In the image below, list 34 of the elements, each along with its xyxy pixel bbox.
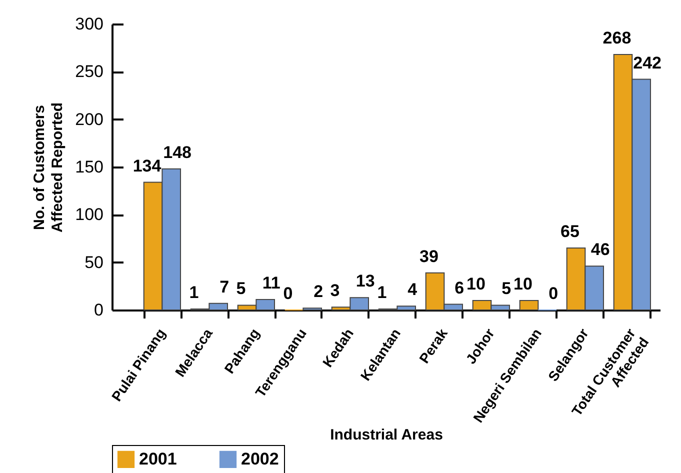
data-label: 3 bbox=[330, 281, 340, 300]
data-label: 6 bbox=[454, 278, 464, 298]
y-tick-label: 150 bbox=[75, 158, 104, 176]
data-label: 39 bbox=[420, 246, 438, 266]
data-label: 10 bbox=[466, 274, 486, 294]
data-label: 4 bbox=[408, 280, 418, 300]
data-label: 0 bbox=[548, 284, 558, 303]
y-tick-label: 50 bbox=[84, 252, 104, 272]
data-label: 65 bbox=[560, 222, 580, 242]
legend-label: 2001 bbox=[139, 449, 177, 468]
data-label: 7 bbox=[220, 277, 230, 296]
data-label: 46 bbox=[590, 240, 610, 260]
data-label: 11 bbox=[262, 274, 280, 293]
data-label: 10 bbox=[514, 274, 532, 294]
bar bbox=[519, 300, 539, 310]
x-axis-title: Industrial Areas bbox=[330, 426, 443, 444]
y-tick-label: 200 bbox=[75, 110, 104, 129]
data-label: 268 bbox=[602, 28, 632, 48]
y-tick-label: 300 bbox=[75, 14, 104, 34]
data-label: 13 bbox=[356, 272, 375, 291]
data-label: 5 bbox=[502, 279, 512, 298]
data-label: 1 bbox=[377, 283, 387, 302]
data-label: 5 bbox=[236, 279, 246, 298]
y-tick-label: 100 bbox=[75, 205, 104, 224]
data-label: 148 bbox=[163, 142, 192, 162]
data-label: 1 bbox=[189, 283, 199, 302]
data-label: 242 bbox=[633, 53, 662, 72]
legend-label: 2002 bbox=[241, 449, 279, 468]
data-label: 0 bbox=[283, 284, 293, 303]
y-tick-label: 0 bbox=[94, 300, 104, 320]
y-tick-label: 250 bbox=[75, 62, 104, 82]
data-label: 134 bbox=[132, 156, 162, 176]
data-label: 2 bbox=[314, 282, 324, 302]
y-axis-title: No. of Customers Affected Reported bbox=[31, 102, 66, 233]
